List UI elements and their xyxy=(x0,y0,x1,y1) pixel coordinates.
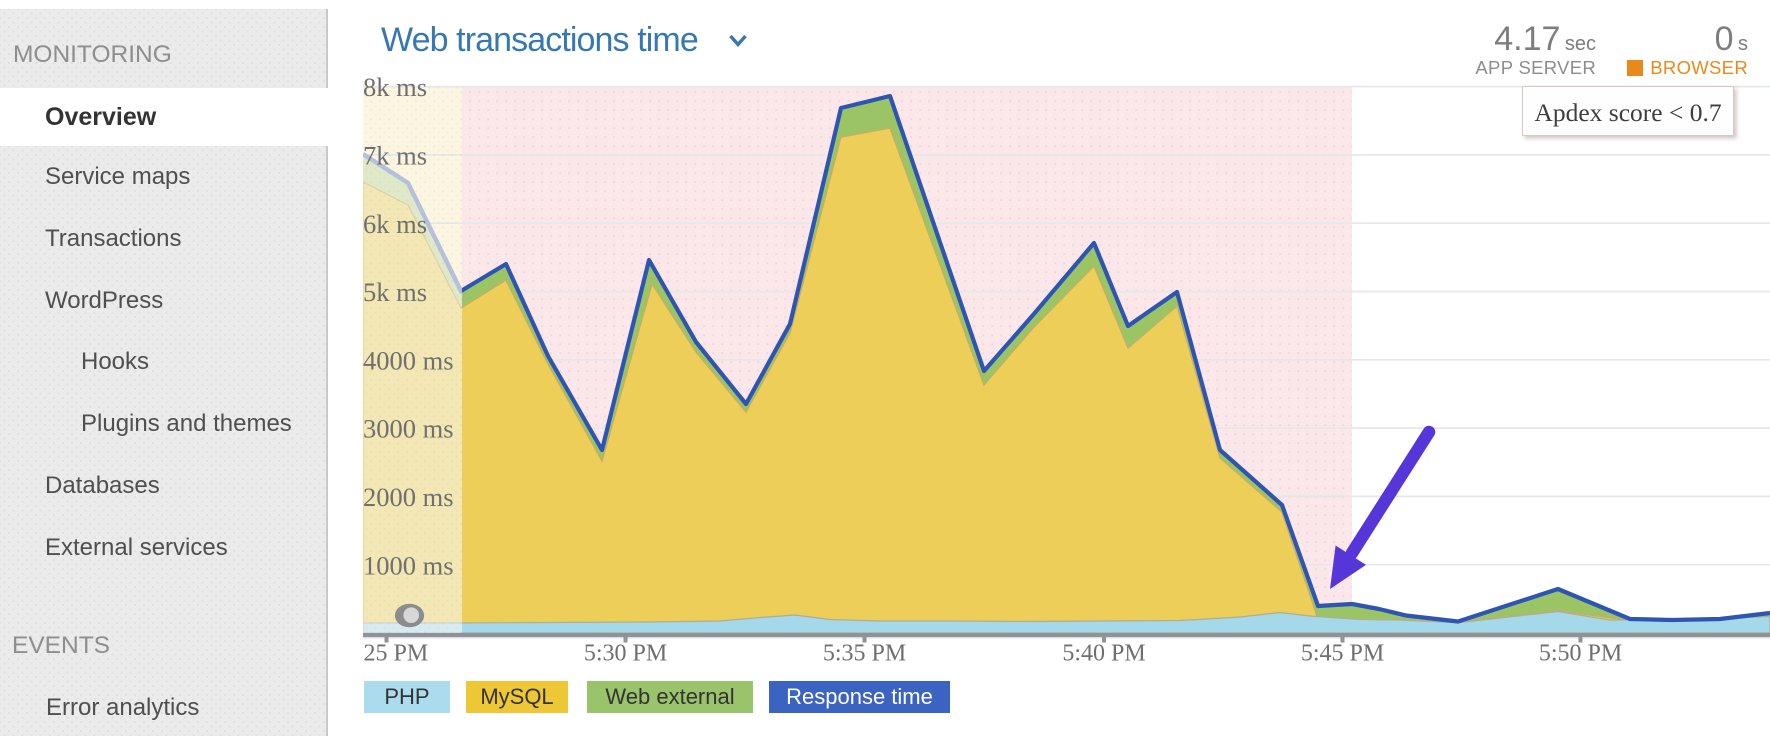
svg-text:5:35 PM: 5:35 PM xyxy=(823,641,906,667)
svg-text:2000 ms: 2000 ms xyxy=(363,482,454,512)
svg-text:5:25 PM: 5:25 PM xyxy=(345,641,428,667)
svg-text:8k ms: 8k ms xyxy=(363,72,427,102)
svg-text:1000 ms: 1000 ms xyxy=(363,550,454,580)
svg-text:5k ms: 5k ms xyxy=(363,277,427,307)
svg-text:4000 ms: 4000 ms xyxy=(363,345,454,375)
svg-text:5:50 PM: 5:50 PM xyxy=(1539,641,1622,667)
svg-text:5:30 PM: 5:30 PM xyxy=(584,641,667,667)
svg-text:7k ms: 7k ms xyxy=(363,141,427,171)
svg-text:5:40 PM: 5:40 PM xyxy=(1062,641,1145,667)
svg-text:3000 ms: 3000 ms xyxy=(363,414,454,444)
svg-text:6k ms: 6k ms xyxy=(363,209,427,239)
svg-text:5:45 PM: 5:45 PM xyxy=(1301,641,1384,667)
